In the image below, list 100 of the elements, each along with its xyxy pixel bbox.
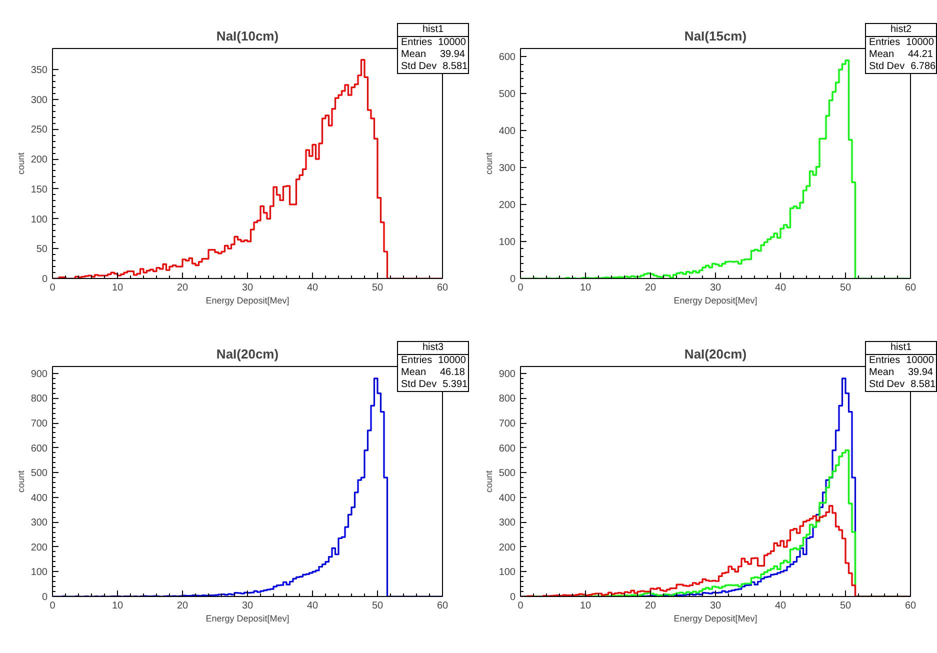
x-tick-label: 0 (50, 600, 56, 612)
x-tick-label: 0 (518, 282, 524, 294)
text: Entries (868, 37, 902, 49)
y-tick-label: 100 (498, 567, 516, 578)
x-tick-label: 60 (436, 282, 448, 294)
x-tick-label: 10 (112, 600, 124, 612)
annotation: Mean (868, 49, 896, 61)
x-tick-label: 30 (242, 282, 254, 294)
x-tick-label: 60 (904, 282, 916, 294)
text: 10000 (905, 37, 935, 49)
y-tick-label: 300 (498, 518, 516, 529)
x-axis-title: Energy Deposit[Mev] (206, 614, 290, 624)
annotation: Mean (400, 49, 428, 61)
chart-title: NaI(10cm) (216, 28, 279, 44)
annotation: Std Dev (400, 379, 438, 391)
text: hist2 (866, 24, 936, 37)
x-tick-label: 60 (436, 600, 448, 612)
y-tick-label: 400 (498, 126, 516, 138)
text: hist1 (866, 342, 936, 355)
x-axis-title: Energy Deposit[Mev] (206, 296, 290, 306)
y-axis-title: count (16, 470, 26, 493)
y-tick-label: 500 (498, 468, 516, 480)
chart-title: NaI(20cm) (216, 346, 279, 362)
annotation: 39.94 (906, 367, 934, 379)
y-axis-title: count (16, 152, 26, 175)
x-tick-label: 0 (50, 282, 56, 294)
x-tick-label: 50 (840, 282, 852, 294)
text: hist3 (398, 342, 468, 355)
y-axis-title: count (484, 152, 494, 175)
y-tick-label: 350 (30, 64, 48, 76)
x-tick-label: 20 (176, 600, 188, 612)
y-tick-label: 700 (498, 418, 516, 430)
x-tick-label: 20 (644, 600, 656, 612)
annotation: Mean (400, 367, 428, 379)
annotation: Std Dev (400, 61, 438, 73)
chart-title: NaI(20cm) (684, 346, 747, 362)
text: Entries (868, 355, 902, 367)
y-tick-label: 0 (510, 592, 516, 603)
x-tick-label: 50 (372, 600, 384, 612)
y-tick-label: 200 (498, 542, 516, 554)
y-tick-label: 500 (30, 468, 48, 480)
text: 6.786 (910, 61, 937, 73)
y-tick-label: 900 (30, 368, 48, 380)
x-tick-label: 40 (306, 600, 318, 612)
annotation: 46.18 (438, 367, 466, 379)
x-tick-label: 50 (840, 600, 852, 612)
y-tick-label: 100 (30, 214, 48, 226)
x-tick-label: 20 (644, 282, 656, 294)
y-tick-label: 700 (30, 418, 48, 430)
y-axis-title: count (484, 470, 494, 493)
y-tick-label: 100 (498, 237, 516, 248)
y-tick-label: 300 (498, 163, 516, 174)
x-tick-label: 30 (710, 282, 722, 294)
y-tick-label: 50 (36, 244, 48, 256)
y-tick-label: 300 (30, 94, 48, 106)
x-tick-label: 0 (518, 600, 524, 612)
x-tick-label: 30 (242, 600, 254, 612)
x-tick-label: 40 (306, 282, 318, 294)
x-tick-label: 40 (774, 600, 786, 612)
y-tick-label: 0 (42, 592, 48, 603)
y-tick-label: 300 (30, 518, 48, 529)
y-tick-label: 200 (30, 542, 48, 554)
y-tick-label: 400 (498, 492, 516, 504)
y-tick-label: 500 (498, 89, 516, 100)
text: 8.581 (442, 61, 469, 73)
x-tick-label: 10 (580, 282, 592, 294)
y-tick-label: 600 (30, 443, 48, 454)
y-tick-label: 0 (510, 274, 516, 285)
x-tick-label: 10 (580, 600, 592, 612)
chart-title: NaI(15cm) (684, 28, 747, 44)
annotation: Std Dev (868, 61, 906, 73)
y-tick-label: 600 (498, 443, 516, 454)
y-tick-label: 150 (30, 184, 48, 196)
x-axis-title: Energy Deposit[Mev] (674, 296, 758, 306)
y-tick-label: 800 (30, 394, 48, 405)
text: 10000 (437, 37, 467, 49)
annotation: Mean (868, 367, 896, 379)
annotation: 44.21 (906, 49, 934, 61)
annotation: 39.94 (438, 49, 466, 61)
x-tick-label: 50 (372, 282, 384, 294)
x-tick-label: 10 (112, 282, 124, 294)
annotation: Std Dev (868, 379, 906, 391)
y-tick-label: 250 (30, 124, 48, 136)
text: hist1 (398, 24, 468, 37)
y-tick-label: 600 (498, 52, 516, 64)
x-tick-label: 20 (176, 282, 188, 294)
x-tick-label: 30 (710, 600, 722, 612)
y-tick-label: 200 (30, 154, 48, 166)
y-tick-label: 200 (498, 200, 516, 212)
text: 5.391 (442, 379, 469, 391)
y-tick-label: 800 (498, 394, 516, 405)
text: Entries (400, 37, 434, 49)
y-tick-label: 400 (30, 492, 48, 504)
text: 8.581 (910, 379, 937, 391)
text: 10000 (437, 355, 467, 367)
x-tick-label: 40 (774, 282, 786, 294)
x-axis-title: Energy Deposit[Mev] (674, 614, 758, 624)
y-tick-label: 900 (498, 368, 516, 380)
x-tick-label: 60 (904, 600, 916, 612)
text: Entries (400, 355, 434, 367)
